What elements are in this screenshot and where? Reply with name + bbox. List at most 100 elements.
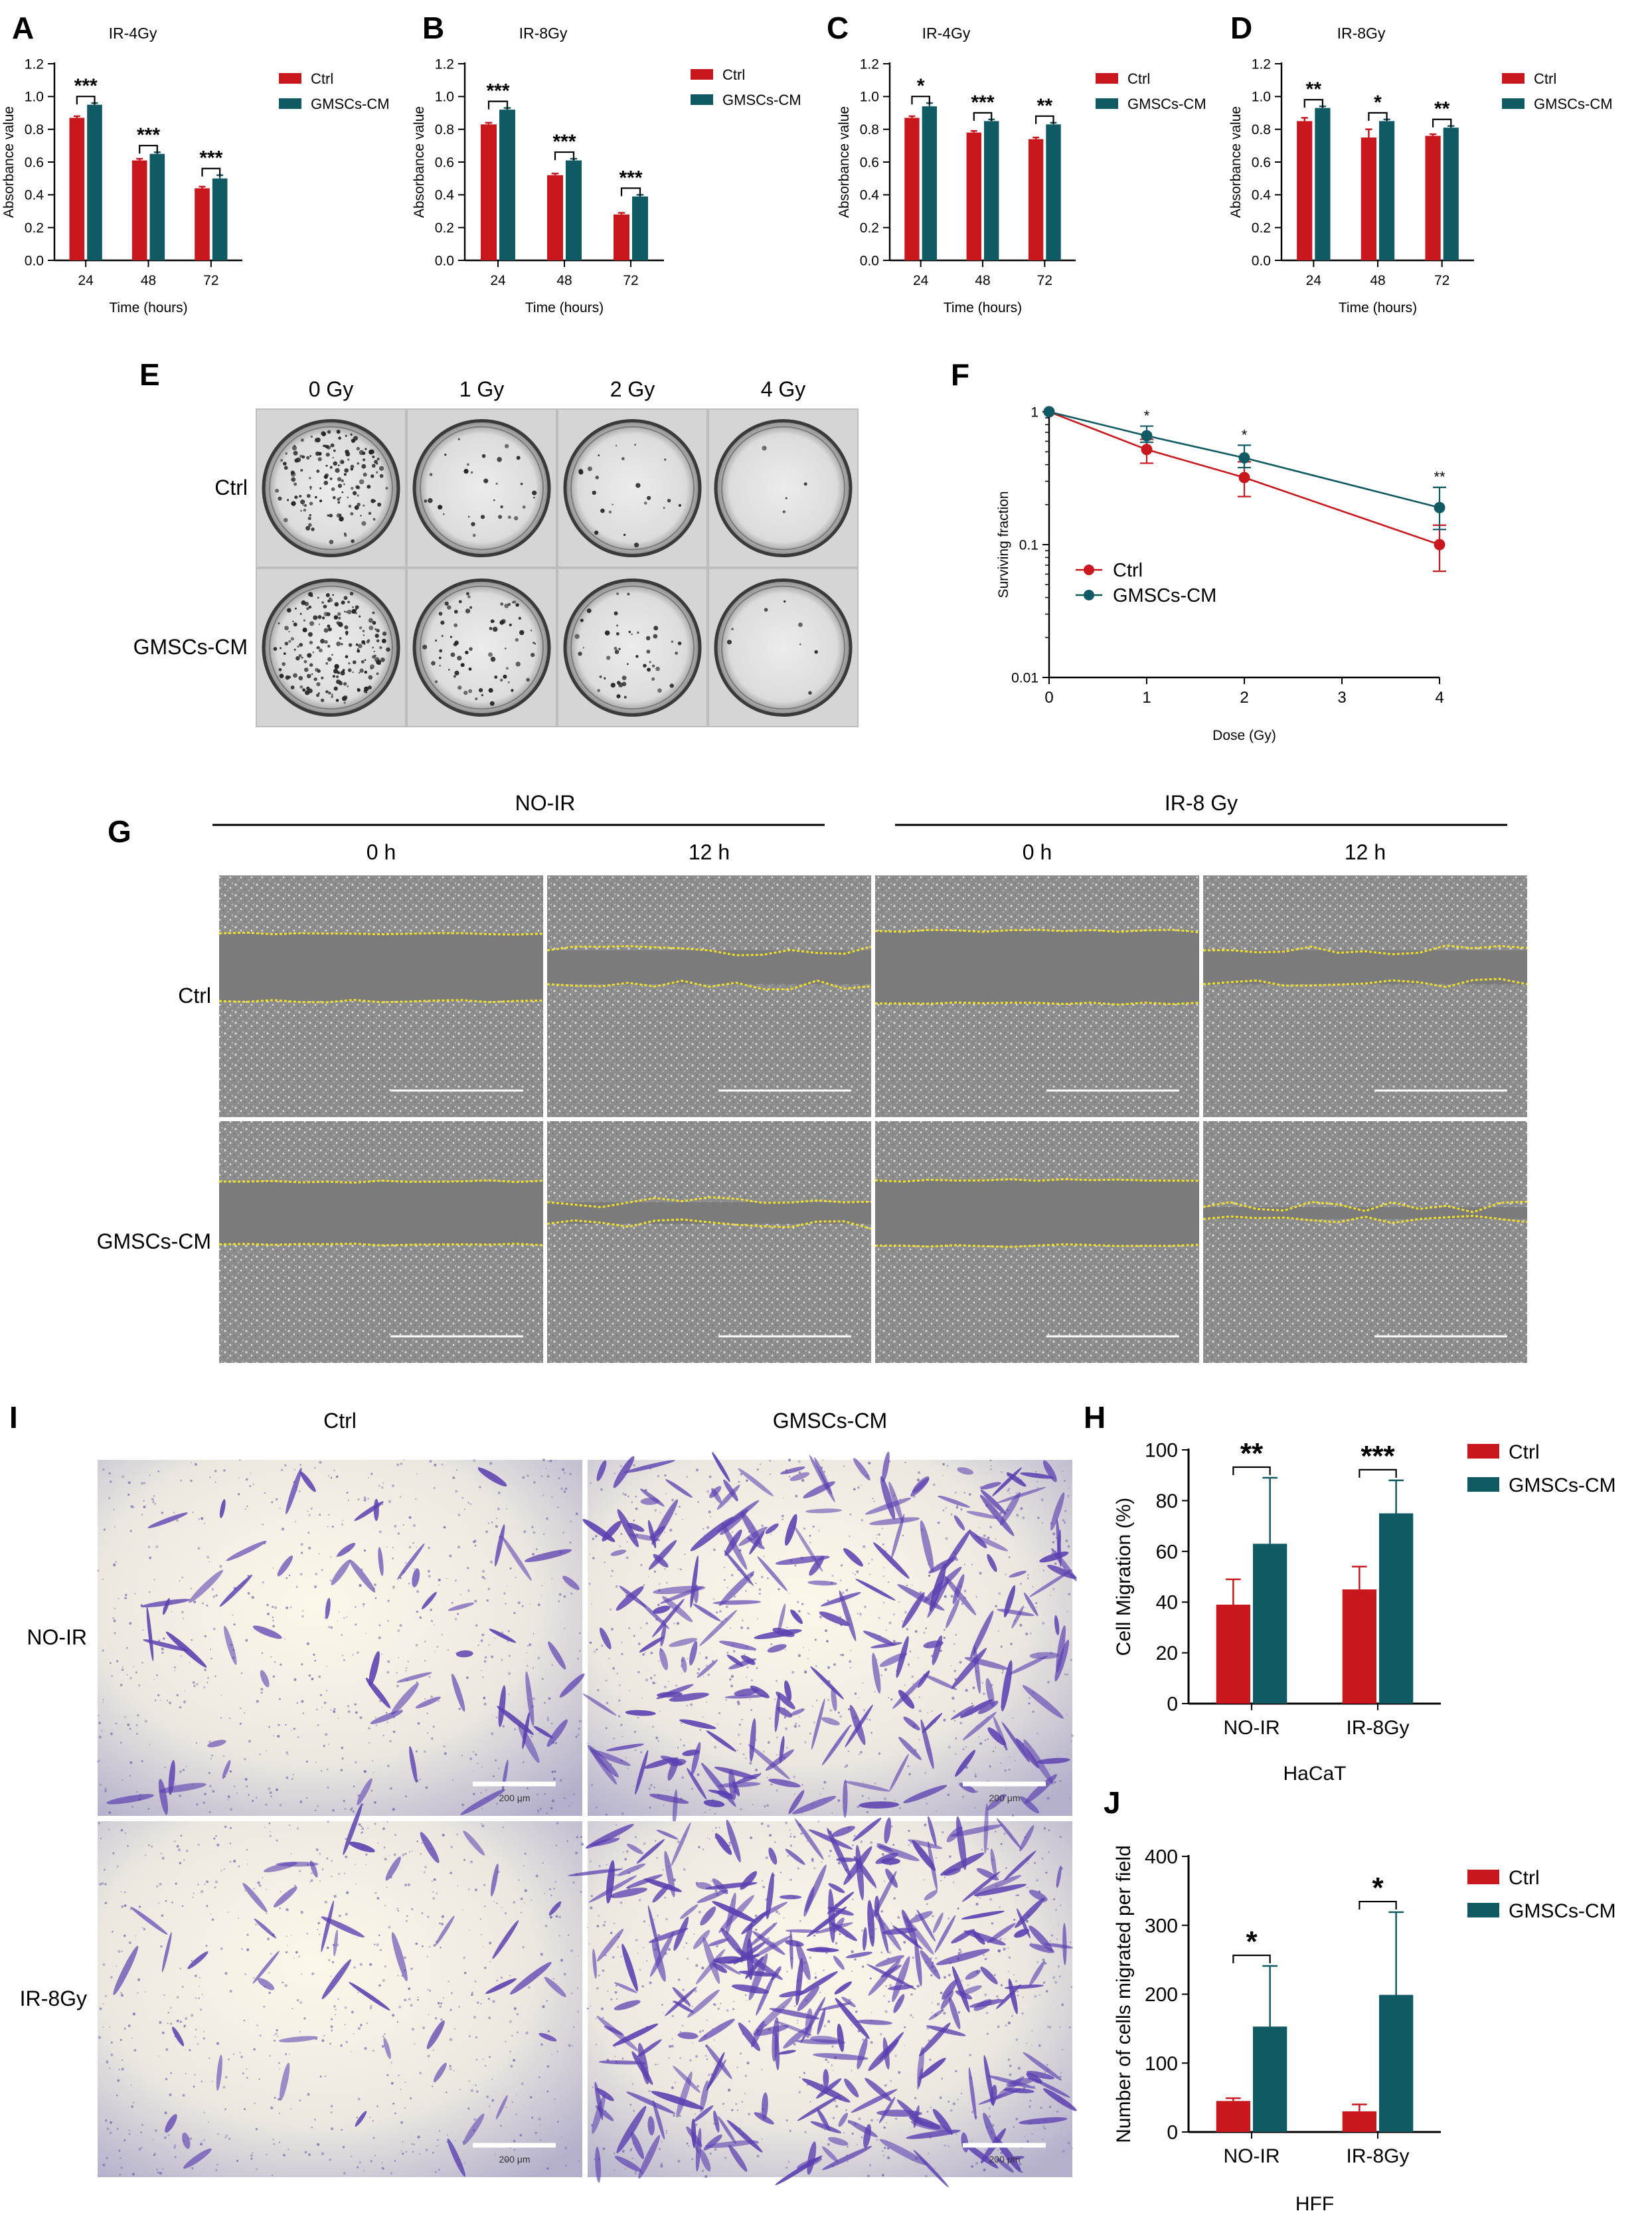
membrane-pore xyxy=(244,1890,246,1892)
membrane-pore xyxy=(337,1998,340,2000)
membrane-pore xyxy=(926,2111,929,2113)
membrane-pore xyxy=(366,2022,368,2024)
wound-edge-line xyxy=(1202,944,1528,956)
membrane-pore xyxy=(1021,2171,1023,2173)
membrane-pore xyxy=(192,1681,195,1684)
legend-swatch xyxy=(1467,1903,1499,1917)
membrane-pore xyxy=(214,1880,218,1884)
membrane-pore xyxy=(220,1947,223,1951)
membrane-pore xyxy=(854,1692,857,1695)
membrane-pore xyxy=(424,1866,427,1868)
dish-rim xyxy=(570,585,695,710)
membrane-pore xyxy=(523,1865,525,1867)
migrated-cell xyxy=(863,1631,896,1646)
membrane-pore xyxy=(153,1495,155,1497)
membrane-pore xyxy=(455,1490,458,1493)
membrane-pore xyxy=(770,1642,773,1645)
membrane-pore xyxy=(785,2167,788,2169)
membrane-pore xyxy=(565,2165,567,2167)
membrane-pore xyxy=(306,1642,310,1646)
membrane-pore xyxy=(613,1737,616,1740)
membrane-pore xyxy=(256,2168,258,2171)
legend-swatch xyxy=(1096,98,1118,109)
migrated-cell xyxy=(834,1981,852,1995)
membrane-pore xyxy=(633,1730,637,1733)
membrane-pore xyxy=(863,1545,866,1548)
membrane-pore xyxy=(1025,1632,1029,1636)
membrane-pore xyxy=(849,1666,851,1668)
membrane-pore xyxy=(164,1767,166,1769)
membrane-pore xyxy=(1046,1797,1050,1800)
membrane-pore xyxy=(906,1628,909,1631)
migrated-cell xyxy=(853,1458,870,1480)
membrane-pore xyxy=(1054,1562,1057,1565)
membrane-pore xyxy=(143,1482,146,1484)
membrane-pore xyxy=(436,2145,438,2147)
membrane-pore xyxy=(374,1822,376,1825)
membrane-pore xyxy=(659,1710,661,1712)
migrated-cell xyxy=(960,1985,982,1995)
membrane-pore xyxy=(811,1706,813,1707)
colony xyxy=(332,675,336,678)
migrated-cell xyxy=(973,1644,981,1694)
panel-label-h: H xyxy=(1084,1400,1106,1435)
membrane-pore xyxy=(987,1780,989,1782)
membrane-pore xyxy=(472,1751,475,1753)
membrane-pore xyxy=(271,1500,273,1502)
x-tick-label: 24 xyxy=(78,273,94,288)
membrane-pore xyxy=(1009,2064,1012,2068)
membrane-pore xyxy=(196,1683,199,1686)
membrane-pore xyxy=(822,1459,824,1461)
membrane-pore xyxy=(568,2044,571,2048)
membrane-pore xyxy=(404,1852,407,1855)
membrane-pore xyxy=(318,1675,321,1678)
colony xyxy=(309,488,312,490)
colony xyxy=(341,600,345,605)
migrated-cell xyxy=(885,1868,898,1888)
membrane-pore xyxy=(1058,1975,1061,1978)
colony xyxy=(325,444,329,449)
colony xyxy=(643,664,647,668)
significance-mark: *** xyxy=(1361,1440,1395,1472)
colony xyxy=(315,438,318,441)
membrane-pore xyxy=(776,1789,778,1792)
membrane-pore xyxy=(815,1699,818,1702)
colony xyxy=(457,656,462,661)
membrane-pore xyxy=(514,1728,516,1730)
membrane-pore xyxy=(1026,1919,1029,1923)
colony xyxy=(533,642,535,644)
membrane-pore xyxy=(823,1781,827,1784)
membrane-pore xyxy=(175,1519,179,1522)
membrane-pore xyxy=(578,2160,580,2162)
migrated-cell xyxy=(1047,1565,1077,1579)
migrated-cell xyxy=(740,1655,756,1665)
membrane-pore xyxy=(501,1631,503,1633)
membrane-pore xyxy=(475,1624,478,1627)
membrane-pore xyxy=(686,1476,689,1478)
membrane-pore xyxy=(400,2150,402,2152)
membrane-pore xyxy=(507,1672,511,1675)
membrane-pore xyxy=(285,1951,288,1953)
membrane-pore xyxy=(1042,1522,1044,1524)
colony xyxy=(663,507,665,509)
membrane-pore xyxy=(372,1760,374,1762)
migrated-cell xyxy=(724,1529,742,1556)
colony xyxy=(492,626,498,632)
colony xyxy=(275,488,280,493)
membrane-pore xyxy=(99,1883,102,1886)
membrane-pore xyxy=(286,1577,288,1579)
membrane-pore xyxy=(735,2103,738,2105)
membrane-pore xyxy=(690,2108,692,2110)
y-tick-label: 300 xyxy=(1145,1915,1178,1937)
membrane-pore xyxy=(214,1470,217,1472)
membrane-pore xyxy=(600,1644,604,1647)
migrated-cell xyxy=(1027,2070,1054,2080)
membrane-pore xyxy=(878,1752,881,1755)
membrane-pore xyxy=(376,1943,379,1947)
membrane-pore xyxy=(740,1472,743,1476)
colony xyxy=(574,634,580,639)
membrane-pore xyxy=(357,1991,359,1994)
migrated-cell xyxy=(673,1916,689,1951)
membrane-pore xyxy=(616,1824,618,1826)
